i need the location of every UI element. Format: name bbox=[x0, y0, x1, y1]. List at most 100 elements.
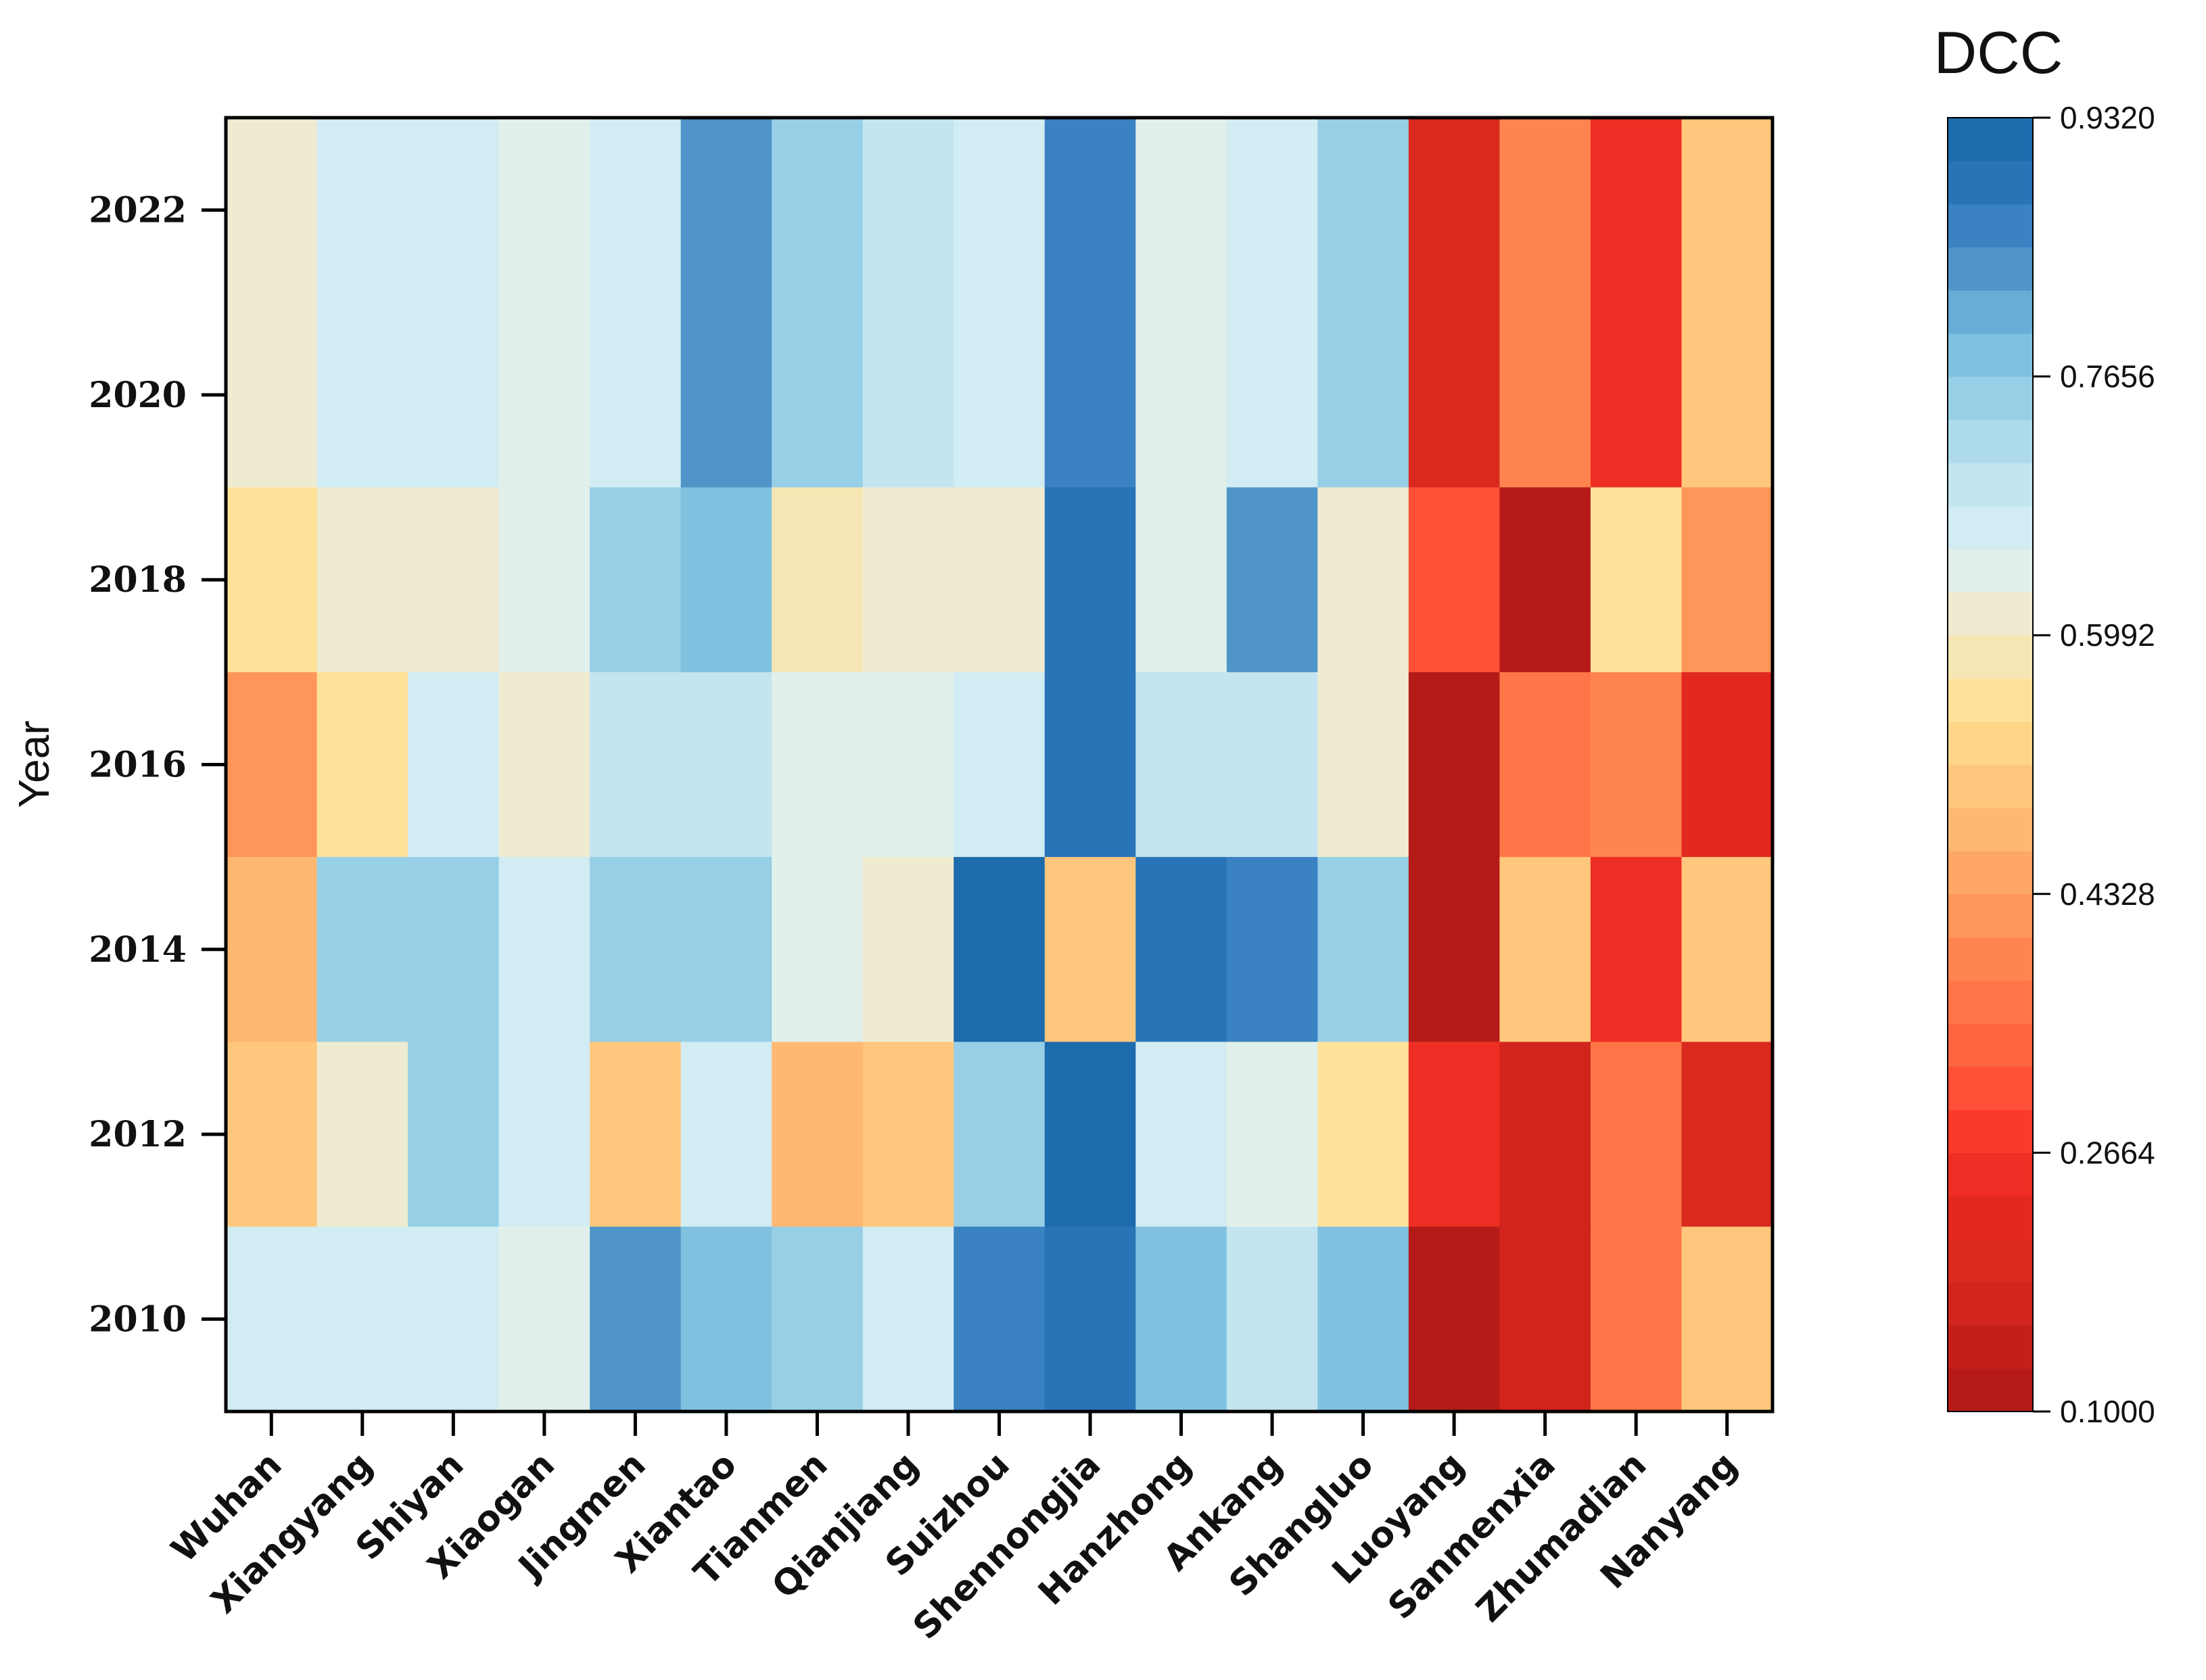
heatmap-cell bbox=[316, 672, 408, 858]
heatmap-cell bbox=[1135, 487, 1227, 673]
y-tick-label: 2022 bbox=[89, 190, 187, 231]
heatmap-cell bbox=[954, 302, 1046, 488]
heatmap-cell bbox=[1499, 857, 1591, 1043]
heatmap-cell bbox=[1590, 1042, 1683, 1228]
colorbar-tick-label: 0.4328 bbox=[2060, 877, 2155, 912]
y-tick-label: 2014 bbox=[89, 929, 187, 971]
heatmap-cell bbox=[680, 118, 772, 303]
colorbar-segment bbox=[1948, 1238, 2033, 1283]
heatmap-cell bbox=[1135, 302, 1227, 488]
heatmap-cell bbox=[862, 1042, 954, 1228]
heatmap-cell bbox=[772, 1226, 864, 1412]
colorbar-tick-label: 0.2664 bbox=[2060, 1135, 2155, 1170]
heatmap-cell bbox=[498, 302, 590, 488]
heatmap-cell bbox=[1044, 487, 1136, 673]
colorbar-segment bbox=[1948, 290, 2033, 334]
heatmap-cell bbox=[680, 672, 772, 858]
heatmap-cell bbox=[498, 672, 590, 858]
heatmap-cell bbox=[1681, 672, 1773, 858]
heatmap-cell bbox=[1408, 1226, 1501, 1412]
heatmap-cell bbox=[1499, 302, 1591, 488]
heatmap-cell bbox=[680, 1226, 772, 1412]
heatmap-cell bbox=[1317, 1226, 1409, 1412]
heatmap-cell bbox=[1590, 1226, 1683, 1412]
heatmap-cell bbox=[1681, 857, 1773, 1043]
heatmap-cell bbox=[1408, 672, 1501, 858]
heatmap-cell bbox=[862, 118, 954, 303]
heatmap-cell bbox=[590, 857, 682, 1043]
heatmap-cell bbox=[226, 302, 318, 488]
heatmap-cell bbox=[772, 672, 864, 858]
heatmap-cell bbox=[408, 302, 500, 488]
colorbar-tick-label: 0.9320 bbox=[2060, 100, 2155, 135]
colorbar-title: DCC bbox=[1934, 19, 2063, 86]
heatmap-cell bbox=[954, 1042, 1046, 1228]
heatmap-cell bbox=[1590, 487, 1683, 673]
heatmap-cell bbox=[498, 857, 590, 1043]
heatmap-cell bbox=[1044, 857, 1136, 1043]
heatmap-cell bbox=[1226, 487, 1318, 673]
heatmap-cell bbox=[1317, 487, 1409, 673]
colorbar-segment bbox=[1948, 851, 2033, 895]
colorbar-segment bbox=[1948, 1196, 2033, 1240]
heatmap-cell bbox=[1135, 118, 1227, 303]
heatmap-cell bbox=[226, 487, 318, 673]
heatmap-cell bbox=[590, 1226, 682, 1412]
heatmap-cell bbox=[772, 118, 864, 303]
colorbar-segment bbox=[1948, 1282, 2033, 1326]
heatmap-cell bbox=[1226, 1226, 1318, 1412]
colorbar-segment bbox=[1948, 463, 2033, 507]
heatmap-cell bbox=[1044, 1042, 1136, 1228]
heatmap-cell bbox=[1135, 1042, 1227, 1228]
heatmap-cell bbox=[1044, 1226, 1136, 1412]
heatmap-cell bbox=[680, 302, 772, 488]
heatmap-cell bbox=[1317, 118, 1409, 303]
heatmap-cell bbox=[1499, 672, 1591, 858]
heatmap-cell bbox=[1499, 487, 1591, 673]
heatmap-cell bbox=[954, 1226, 1046, 1412]
heatmap-cell bbox=[316, 1226, 408, 1412]
heatmap-cell bbox=[1590, 302, 1683, 488]
colorbar-frame bbox=[1947, 117, 2034, 1412]
colorbar-segment bbox=[1948, 721, 2033, 766]
heatmap-cell bbox=[772, 857, 864, 1043]
heatmap-cell bbox=[680, 1042, 772, 1228]
colorbar-segment bbox=[1948, 1023, 2033, 1067]
heatmap-cell bbox=[408, 672, 500, 858]
heatmap-cell bbox=[954, 857, 1046, 1043]
y-axis: 2022 2020 2018 2016 2014 2012 2010 bbox=[89, 190, 226, 1340]
y-tick-label: 2010 bbox=[89, 1299, 187, 1340]
heatmap-cell bbox=[1408, 302, 1501, 488]
colorbar-tick-label: 0.1000 bbox=[2060, 1394, 2155, 1429]
heatmap-cell bbox=[590, 302, 682, 488]
colorbar-segment bbox=[1948, 592, 2033, 636]
colorbar-segment bbox=[1948, 376, 2033, 420]
colorbar-tick-label: 0.5992 bbox=[2060, 617, 2155, 653]
heatmap-cell bbox=[772, 302, 864, 488]
colorbar-segment bbox=[1948, 419, 2033, 463]
heatmap-cell bbox=[316, 487, 408, 673]
heatmap-cell bbox=[862, 857, 954, 1043]
heatmap-cell bbox=[1408, 1042, 1501, 1228]
heatmap-cell bbox=[226, 1042, 318, 1228]
colorbar-segment bbox=[1948, 204, 2033, 248]
colorbar-tick-label: 0.7656 bbox=[2060, 359, 2155, 394]
y-axis-title: Year bbox=[9, 720, 58, 808]
colorbar-segment bbox=[1948, 980, 2033, 1024]
colorbar-segment bbox=[1948, 678, 2033, 722]
heatmap-cell bbox=[862, 1226, 954, 1412]
colorbar-segment bbox=[1948, 118, 2033, 162]
heatmap-cell bbox=[498, 1226, 590, 1412]
heatmap-cell bbox=[408, 487, 500, 673]
heatmap-cell bbox=[680, 857, 772, 1043]
heatmap-cell bbox=[1226, 1042, 1318, 1228]
heatmap-cell bbox=[590, 1042, 682, 1228]
heatmap-cell bbox=[1044, 672, 1136, 858]
heatmap-cell bbox=[1590, 672, 1683, 858]
heatmap-cell bbox=[316, 857, 408, 1043]
heatmap-cell bbox=[1499, 1226, 1591, 1412]
heatmap-cell bbox=[226, 118, 318, 303]
colorbar-segment bbox=[1948, 1109, 2033, 1153]
heatmap-cell bbox=[408, 1226, 500, 1412]
heatmap-cell bbox=[1499, 118, 1591, 303]
